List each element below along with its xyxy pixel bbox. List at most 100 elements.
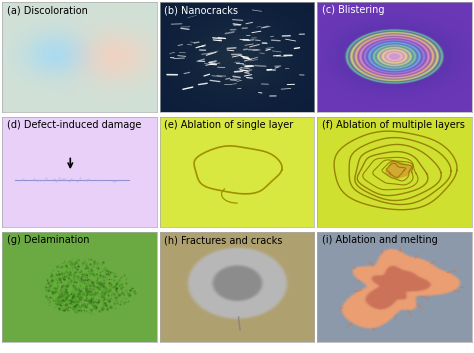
Point — [106, 297, 114, 303]
Point — [89, 270, 96, 276]
Point — [73, 268, 81, 274]
Point — [69, 258, 77, 263]
Point — [55, 298, 63, 304]
Point — [72, 298, 80, 304]
Point — [60, 258, 68, 264]
Point — [60, 268, 67, 273]
Point — [99, 281, 107, 287]
Point — [92, 285, 100, 290]
Point — [55, 271, 63, 277]
Point — [81, 297, 88, 303]
Point — [89, 291, 96, 297]
Point — [84, 282, 92, 288]
Point — [55, 295, 63, 301]
Point — [82, 286, 90, 292]
Point — [50, 302, 57, 307]
Point — [96, 282, 103, 287]
Point — [119, 295, 127, 300]
Point — [110, 291, 118, 296]
Point — [92, 286, 100, 292]
Point — [123, 287, 130, 292]
Point — [77, 293, 85, 298]
Point — [89, 302, 97, 307]
Point — [57, 293, 64, 299]
Point — [55, 273, 63, 278]
Point — [93, 265, 100, 271]
Point — [50, 274, 58, 279]
Point — [62, 280, 69, 286]
Point — [87, 288, 95, 293]
Point — [64, 293, 71, 299]
Point — [103, 303, 110, 308]
Point — [99, 273, 107, 279]
Point — [101, 303, 109, 308]
Point — [65, 269, 73, 275]
Point — [71, 309, 78, 315]
Point — [78, 294, 86, 300]
Point — [49, 267, 56, 273]
Point — [55, 298, 63, 303]
Point — [97, 292, 105, 297]
Point — [46, 294, 53, 300]
Point — [74, 292, 82, 298]
Point — [49, 287, 56, 293]
Point — [103, 283, 111, 289]
Point — [107, 270, 115, 275]
Point — [91, 305, 99, 311]
Point — [106, 288, 114, 294]
Point — [87, 289, 94, 295]
Point — [109, 284, 116, 290]
Point — [92, 286, 100, 292]
Point — [103, 286, 111, 292]
Point — [56, 303, 64, 308]
Point — [103, 300, 111, 306]
Point — [82, 304, 90, 310]
Point — [60, 273, 68, 279]
Point — [78, 290, 86, 296]
Point — [53, 283, 61, 289]
Point — [53, 297, 61, 303]
Point — [104, 289, 111, 294]
Point — [44, 286, 51, 291]
Point — [52, 267, 60, 273]
Point — [85, 285, 93, 291]
Point — [53, 277, 60, 282]
Point — [77, 307, 84, 313]
Point — [91, 298, 98, 303]
Point — [100, 300, 108, 306]
Point — [88, 265, 95, 271]
Point — [74, 291, 82, 297]
Point — [55, 305, 62, 311]
Point — [53, 277, 61, 283]
Point — [82, 274, 89, 280]
Point — [70, 271, 77, 277]
Point — [90, 273, 98, 278]
Point — [57, 279, 64, 285]
Point — [115, 277, 122, 283]
Point — [42, 284, 50, 289]
Point — [59, 277, 67, 283]
Point — [107, 269, 114, 275]
Point — [83, 274, 91, 280]
Point — [67, 297, 74, 303]
Point — [52, 277, 60, 282]
Point — [68, 300, 76, 306]
Point — [70, 300, 78, 306]
Point — [104, 298, 111, 303]
Point — [87, 296, 94, 302]
Point — [90, 299, 97, 305]
Point — [109, 297, 116, 303]
Point — [99, 306, 106, 312]
Point — [55, 279, 63, 285]
Point — [96, 283, 103, 289]
Point — [63, 272, 70, 278]
Point — [67, 294, 74, 299]
Point — [50, 304, 58, 310]
Point — [54, 289, 61, 295]
Point — [113, 273, 120, 279]
Point — [72, 295, 79, 301]
Point — [82, 262, 90, 268]
Point — [88, 297, 95, 303]
Point — [67, 272, 75, 278]
Point — [72, 296, 80, 302]
